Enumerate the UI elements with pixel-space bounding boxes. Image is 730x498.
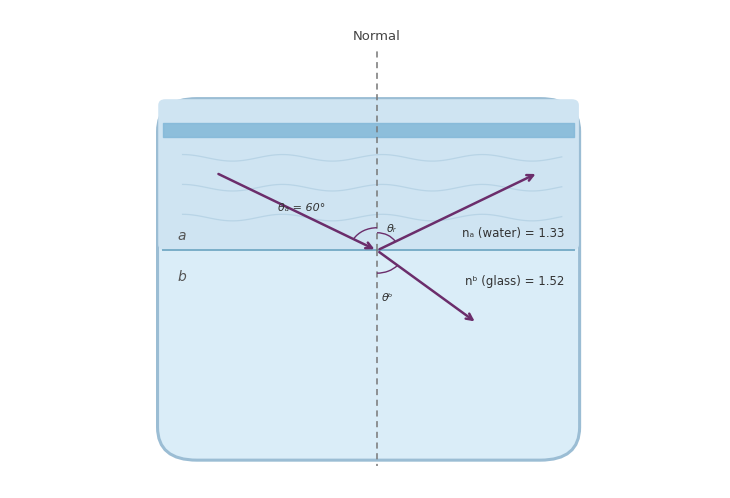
Text: a: a [177,229,186,243]
Text: b: b [177,270,186,284]
Text: Normal: Normal [353,30,401,43]
Text: θₐ = 60°: θₐ = 60° [278,203,326,214]
Text: θᵇ: θᵇ [381,293,393,303]
FancyBboxPatch shape [158,99,579,250]
Text: nᵇ (glass) = 1.52: nᵇ (glass) = 1.52 [464,275,564,288]
FancyBboxPatch shape [158,99,580,460]
Text: θᵣ: θᵣ [386,224,396,234]
Text: nₐ (water) = 1.33: nₐ (water) = 1.33 [461,227,564,240]
